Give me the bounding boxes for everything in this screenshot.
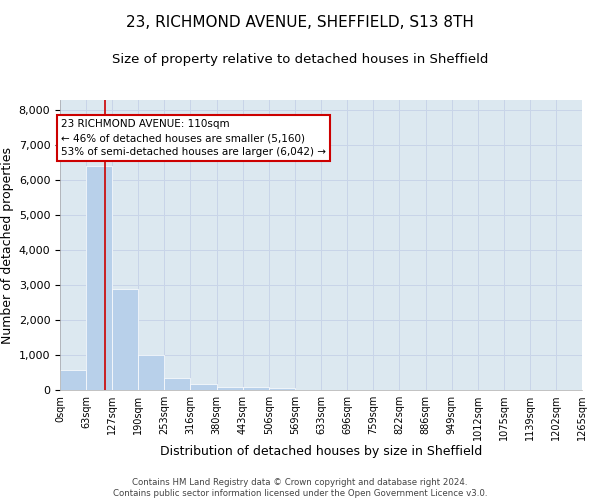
- X-axis label: Distribution of detached houses by size in Sheffield: Distribution of detached houses by size …: [160, 444, 482, 458]
- Y-axis label: Number of detached properties: Number of detached properties: [1, 146, 14, 344]
- Bar: [112, 288, 139, 390]
- Bar: [86, 166, 112, 390]
- Bar: [190, 384, 217, 390]
- Bar: [139, 355, 164, 390]
- Text: 23 RICHMOND AVENUE: 110sqm
← 46% of detached houses are smaller (5,160)
53% of s: 23 RICHMOND AVENUE: 110sqm ← 46% of deta…: [61, 119, 326, 157]
- Bar: [243, 387, 269, 390]
- Bar: [164, 378, 190, 390]
- Bar: [217, 386, 243, 390]
- Text: Size of property relative to detached houses in Sheffield: Size of property relative to detached ho…: [112, 52, 488, 66]
- Text: Contains HM Land Registry data © Crown copyright and database right 2024.
Contai: Contains HM Land Registry data © Crown c…: [113, 478, 487, 498]
- Bar: [269, 388, 295, 390]
- Bar: [60, 370, 86, 390]
- Text: 23, RICHMOND AVENUE, SHEFFIELD, S13 8TH: 23, RICHMOND AVENUE, SHEFFIELD, S13 8TH: [126, 15, 474, 30]
